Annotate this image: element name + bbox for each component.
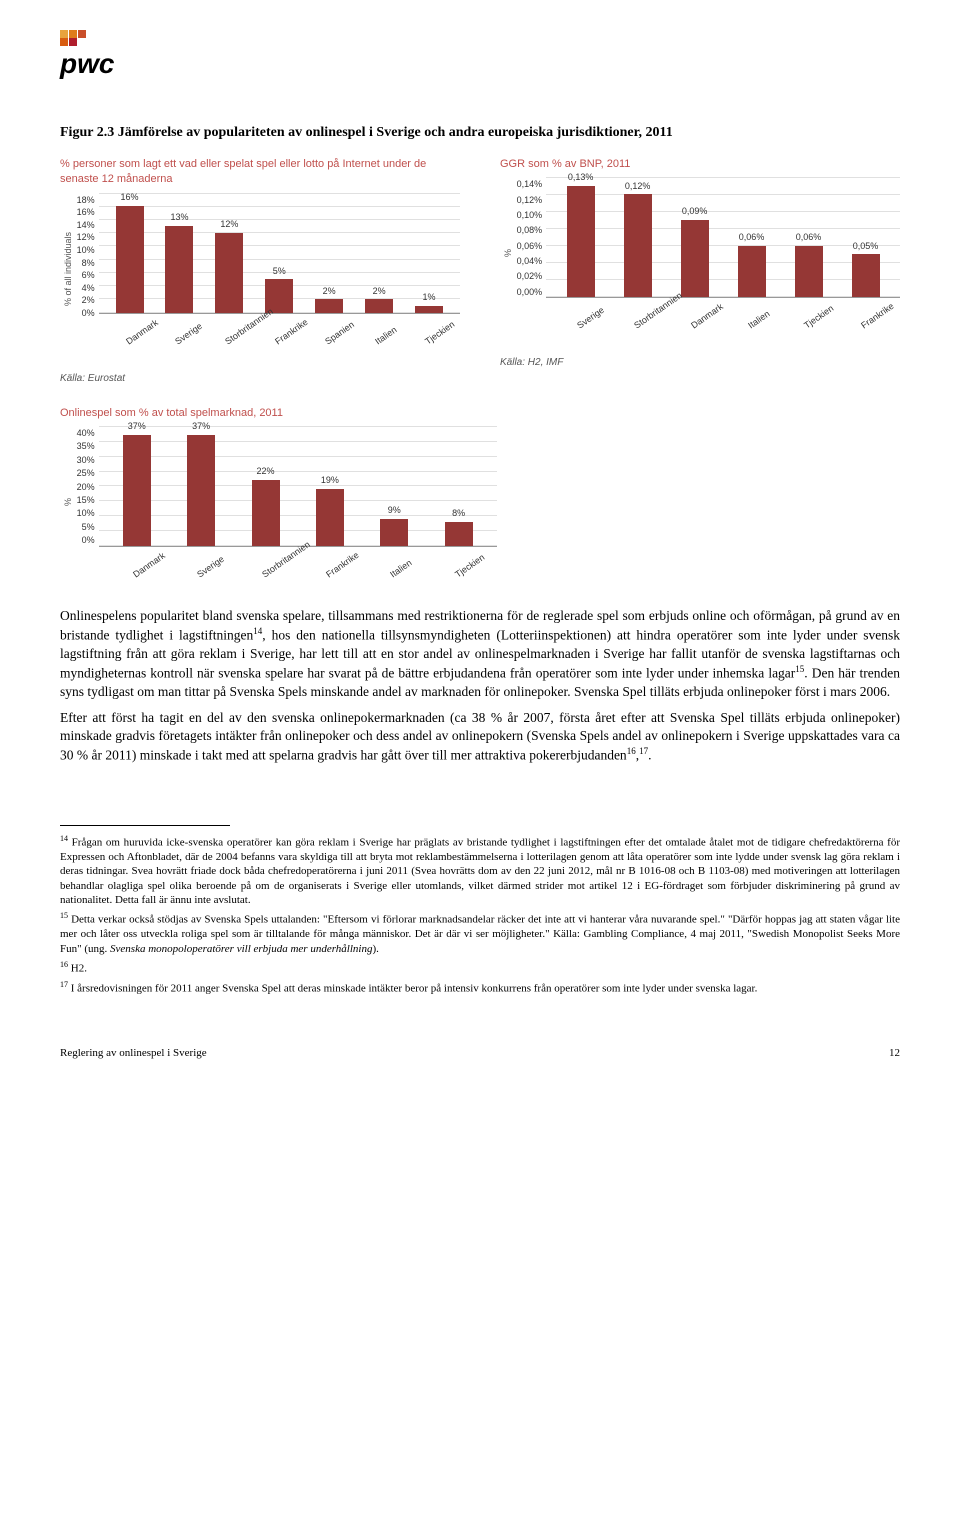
bar: 2%: [304, 285, 354, 313]
bar: 19%: [298, 474, 362, 546]
chart-1-source: Källa: Eurostat: [60, 372, 460, 386]
bar: 9%: [362, 504, 426, 546]
footnote: 15 Detta verkar också stödjas av Svenska…: [60, 911, 900, 956]
chart-2-title: GGR som % av BNP, 2011: [500, 157, 900, 172]
bar: 22%: [233, 465, 297, 546]
bar: 0,09%: [666, 205, 723, 297]
body-paragraph: Efter att först ha tagit en del av den s…: [60, 709, 900, 765]
chart-3: Onlinespel som % av total spelmarknad, 2…: [60, 406, 497, 577]
page-footer: Reglering av onlinespel i Sverige 12: [60, 1046, 900, 1061]
chart-1: % personer som lagt ett vad eller spelat…: [60, 157, 460, 386]
bar: 16%: [105, 191, 155, 312]
chart-3-x-labels: DanmarkSverigeStorbritannienFrankrikeIta…: [99, 547, 497, 572]
pwc-logo: pwc: [60, 30, 900, 83]
chart-2-source: Källa: H2, IMF: [500, 356, 900, 370]
logo-text: pwc: [60, 44, 900, 83]
footer-left: Reglering av onlinespel i Sverige: [60, 1046, 207, 1061]
chart-2-y-ticks: 0,14%0,12%0,10%0,08%0,06%0,04%0,02%0,00%: [517, 178, 547, 298]
bar: 0,13%: [552, 171, 609, 297]
chart-3-y-label: %: [60, 427, 77, 577]
figure-title: Figur 2.3 Jämförelse av populariteten av…: [60, 123, 900, 143]
footnote: 16 H2.: [60, 960, 900, 976]
chart-2-plot: 0,13%0,12%0,09%0,06%0,06%0,05%: [546, 178, 900, 298]
footer-page-number: 12: [889, 1046, 900, 1061]
bar: 8%: [426, 507, 490, 546]
bar: 1%: [404, 291, 454, 312]
bar: 2%: [354, 285, 404, 313]
footnote-separator: [60, 825, 230, 826]
body-paragraph: Onlinespelens popularitet bland svenska …: [60, 607, 900, 701]
chart-1-y-label: % of all individuals: [60, 194, 77, 344]
charts-top-row: % personer som lagt ett vad eller spelat…: [60, 157, 900, 386]
chart-1-y-ticks: 18%16%14%12%10%8%6%4%2%0%: [77, 194, 99, 314]
chart-1-title: % personer som lagt ett vad eller spelat…: [60, 157, 460, 188]
bar: 0,06%: [780, 231, 837, 297]
bar: 37%: [169, 420, 233, 546]
footnotes: 14 Frågan om huruvida icke-svenska opera…: [60, 834, 900, 996]
bar: 0,12%: [609, 180, 666, 297]
chart-3-plot: 37%37%22%19%9%8%: [99, 427, 497, 547]
chart-2: GGR som % av BNP, 2011 % 0,14%0,12%0,10%…: [500, 157, 900, 386]
chart-1-x-labels: DanmarkSverigeStorbritannienFrankrikeSpa…: [99, 314, 460, 339]
chart-1-plot: 16%13%12%5%2%2%1%: [99, 194, 460, 314]
bar: 37%: [105, 420, 169, 546]
footnote: 14 Frågan om huruvida icke-svenska opera…: [60, 834, 900, 907]
bar: 13%: [155, 211, 205, 312]
footnote: 17 I årsredovisningen för 2011 anger Sve…: [60, 980, 900, 996]
chart-3-title: Onlinespel som % av total spelmarknad, 2…: [60, 406, 497, 421]
body-paragraphs: Onlinespelens popularitet bland svenska …: [60, 607, 900, 765]
bar: 5%: [254, 265, 304, 313]
chart-2-x-labels: SverigeStorbritannienDanmarkItalienTjeck…: [546, 298, 900, 323]
bar: 0,05%: [837, 240, 894, 297]
bar: 0,06%: [723, 231, 780, 297]
chart-2-y-label: %: [500, 178, 517, 328]
bar: 12%: [204, 218, 254, 313]
chart-3-y-ticks: 40%35%30%25%20%15%10%5%0%: [77, 427, 99, 547]
